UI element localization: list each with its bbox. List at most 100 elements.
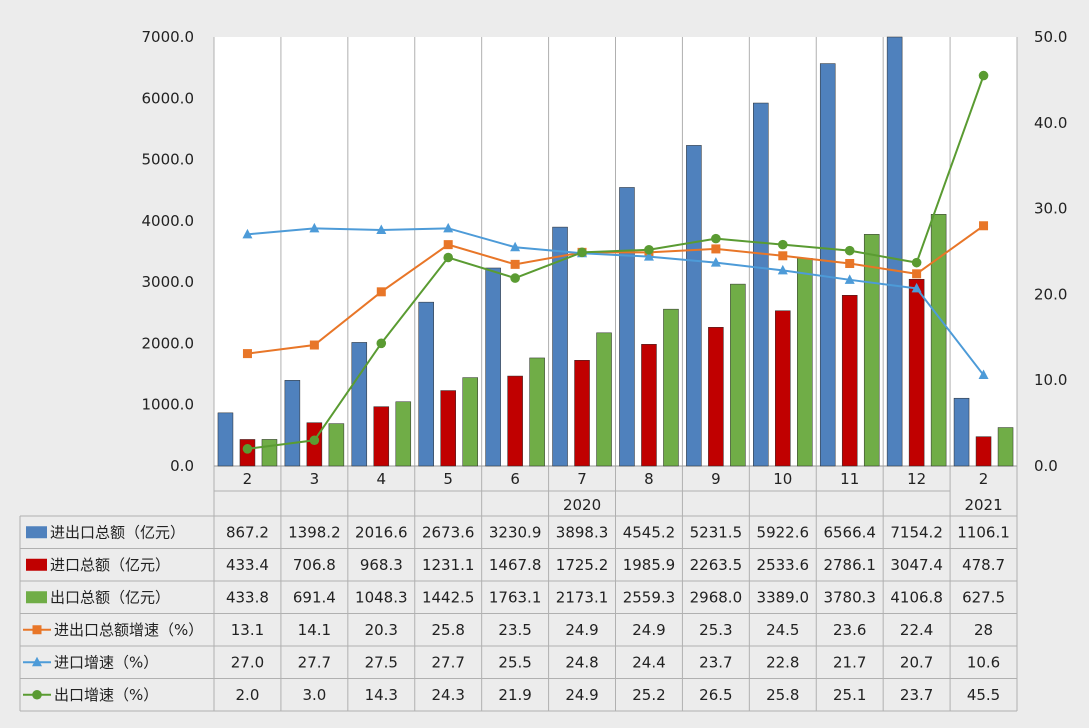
bar-3 bbox=[997, 427, 1014, 467]
data-table-cell: 1467.8 bbox=[489, 556, 542, 574]
data-table-cell: 23.6 bbox=[833, 621, 866, 639]
marker-square bbox=[912, 269, 922, 279]
bar-3 bbox=[930, 214, 947, 467]
y-right-tick-label: 0.0 bbox=[1034, 457, 1058, 475]
marker-square bbox=[711, 244, 721, 254]
data-table-cell: 1048.3 bbox=[355, 588, 408, 606]
data-table-cell: 5922.6 bbox=[757, 523, 810, 541]
bar-2 bbox=[373, 406, 390, 467]
data-table-cell: 24.9 bbox=[565, 621, 598, 639]
data-table-cell: 706.8 bbox=[293, 556, 336, 574]
data-table-cell: 4545.2 bbox=[623, 523, 676, 541]
data-table-cell: 627.5 bbox=[962, 588, 1005, 606]
data-table-cell: 20.3 bbox=[365, 621, 398, 639]
bar-3 bbox=[596, 332, 612, 467]
y-left-tick-label: 1000.0 bbox=[142, 396, 195, 414]
data-table-cell: 6566.4 bbox=[823, 523, 876, 541]
y-left-tick-label: 0.0 bbox=[170, 457, 194, 475]
y-left-tick-label: 3000.0 bbox=[142, 273, 195, 291]
marker-square bbox=[376, 287, 386, 297]
y-right-tick-label: 40.0 bbox=[1034, 114, 1067, 132]
x-tick-label: 10 bbox=[773, 470, 792, 488]
data-table-cell: 2533.6 bbox=[757, 556, 810, 574]
data-table-cell: 1985.9 bbox=[623, 556, 676, 574]
data-table-cell: 2968.0 bbox=[690, 588, 743, 606]
year-label: 2020 bbox=[563, 496, 601, 514]
y-left-tick-label: 5000.0 bbox=[142, 151, 195, 169]
data-table-cell: 5231.5 bbox=[690, 523, 743, 541]
data-table-cell: 28 bbox=[974, 621, 993, 639]
marker-circle bbox=[376, 338, 387, 349]
data-table-cell: 27.0 bbox=[231, 653, 264, 671]
data-table-cell: 24.4 bbox=[632, 653, 665, 671]
legend-marker bbox=[32, 689, 42, 700]
y-right-tick-label: 30.0 bbox=[1034, 200, 1067, 218]
legend-key bbox=[26, 591, 47, 604]
bar-1 bbox=[552, 226, 568, 467]
marker-circle bbox=[911, 257, 922, 268]
bar-1 bbox=[686, 145, 702, 467]
legend-key bbox=[26, 558, 47, 571]
data-table-cell: 1725.2 bbox=[556, 556, 609, 574]
bar-1 bbox=[953, 397, 970, 467]
x-tick-label: 9 bbox=[711, 470, 721, 488]
bar-2 bbox=[841, 295, 858, 467]
data-table-cell: 25.2 bbox=[632, 686, 665, 704]
marker-circle bbox=[978, 70, 989, 81]
marker-circle bbox=[777, 239, 788, 250]
bar-1 bbox=[886, 36, 903, 467]
marker-square bbox=[242, 349, 252, 359]
series-name: 进口总额（亿元） bbox=[50, 556, 170, 574]
x-tick-label: 4 bbox=[377, 470, 387, 488]
bar-2 bbox=[775, 310, 791, 467]
data-table-cell: 20.7 bbox=[900, 653, 933, 671]
data-table-cell: 23.5 bbox=[498, 621, 531, 639]
marker-square bbox=[845, 259, 855, 269]
series-name: 出口总额（亿元） bbox=[50, 588, 170, 606]
data-table-cell: 25.8 bbox=[432, 621, 465, 639]
marker-circle bbox=[242, 444, 253, 454]
legend-key bbox=[26, 526, 47, 539]
data-table-cell: 3898.3 bbox=[556, 523, 609, 541]
x-tick-label: 11 bbox=[840, 470, 859, 488]
data-table-cell: 478.7 bbox=[962, 556, 1005, 574]
series-name: 进口增速（%） bbox=[54, 653, 158, 671]
data-table-cell: 23.7 bbox=[699, 653, 732, 671]
bar-3 bbox=[328, 423, 345, 467]
data-table-cell: 14.1 bbox=[298, 621, 331, 639]
marker-triangle bbox=[376, 224, 387, 235]
bar-1 bbox=[753, 102, 769, 467]
data-table-cell: 24.8 bbox=[565, 653, 598, 671]
data-table-cell: 14.3 bbox=[365, 686, 398, 704]
data-table-cell: 13.1 bbox=[231, 621, 264, 639]
y-left-tick-label: 4000.0 bbox=[142, 212, 195, 230]
data-table-cell: 21.7 bbox=[833, 653, 866, 671]
bar-2 bbox=[440, 390, 456, 467]
marker-triangle bbox=[309, 222, 320, 233]
data-table-cell: 867.2 bbox=[226, 523, 269, 541]
bar-1 bbox=[351, 342, 368, 467]
data-table-cell: 27.5 bbox=[365, 653, 398, 671]
data-table-cell: 3047.4 bbox=[890, 556, 943, 574]
data-table-cell: 26.5 bbox=[699, 686, 732, 704]
data-table-cell: 25.1 bbox=[833, 686, 866, 704]
marker-triangle bbox=[911, 282, 922, 293]
data-table-cell: 3230.9 bbox=[489, 523, 542, 541]
data-table-cell: 2.0 bbox=[236, 686, 260, 704]
data-table-cell: 2786.1 bbox=[823, 556, 876, 574]
marker-square bbox=[443, 240, 453, 250]
bar-3 bbox=[730, 283, 746, 467]
bar-1 bbox=[485, 267, 501, 467]
data-table-cell: 24.5 bbox=[766, 621, 799, 639]
series-name: 出口增速（%） bbox=[54, 686, 158, 704]
bar-3 bbox=[395, 401, 412, 467]
data-table-cell: 1442.5 bbox=[422, 588, 475, 606]
bar-3 bbox=[261, 439, 278, 467]
marker-triangle bbox=[443, 222, 454, 233]
data-table-cell: 27.7 bbox=[432, 653, 465, 671]
marker-triangle bbox=[242, 228, 253, 239]
y-left-tick-label: 7000.0 bbox=[142, 28, 195, 46]
bar-1 bbox=[418, 301, 434, 467]
bar-3 bbox=[462, 377, 478, 467]
